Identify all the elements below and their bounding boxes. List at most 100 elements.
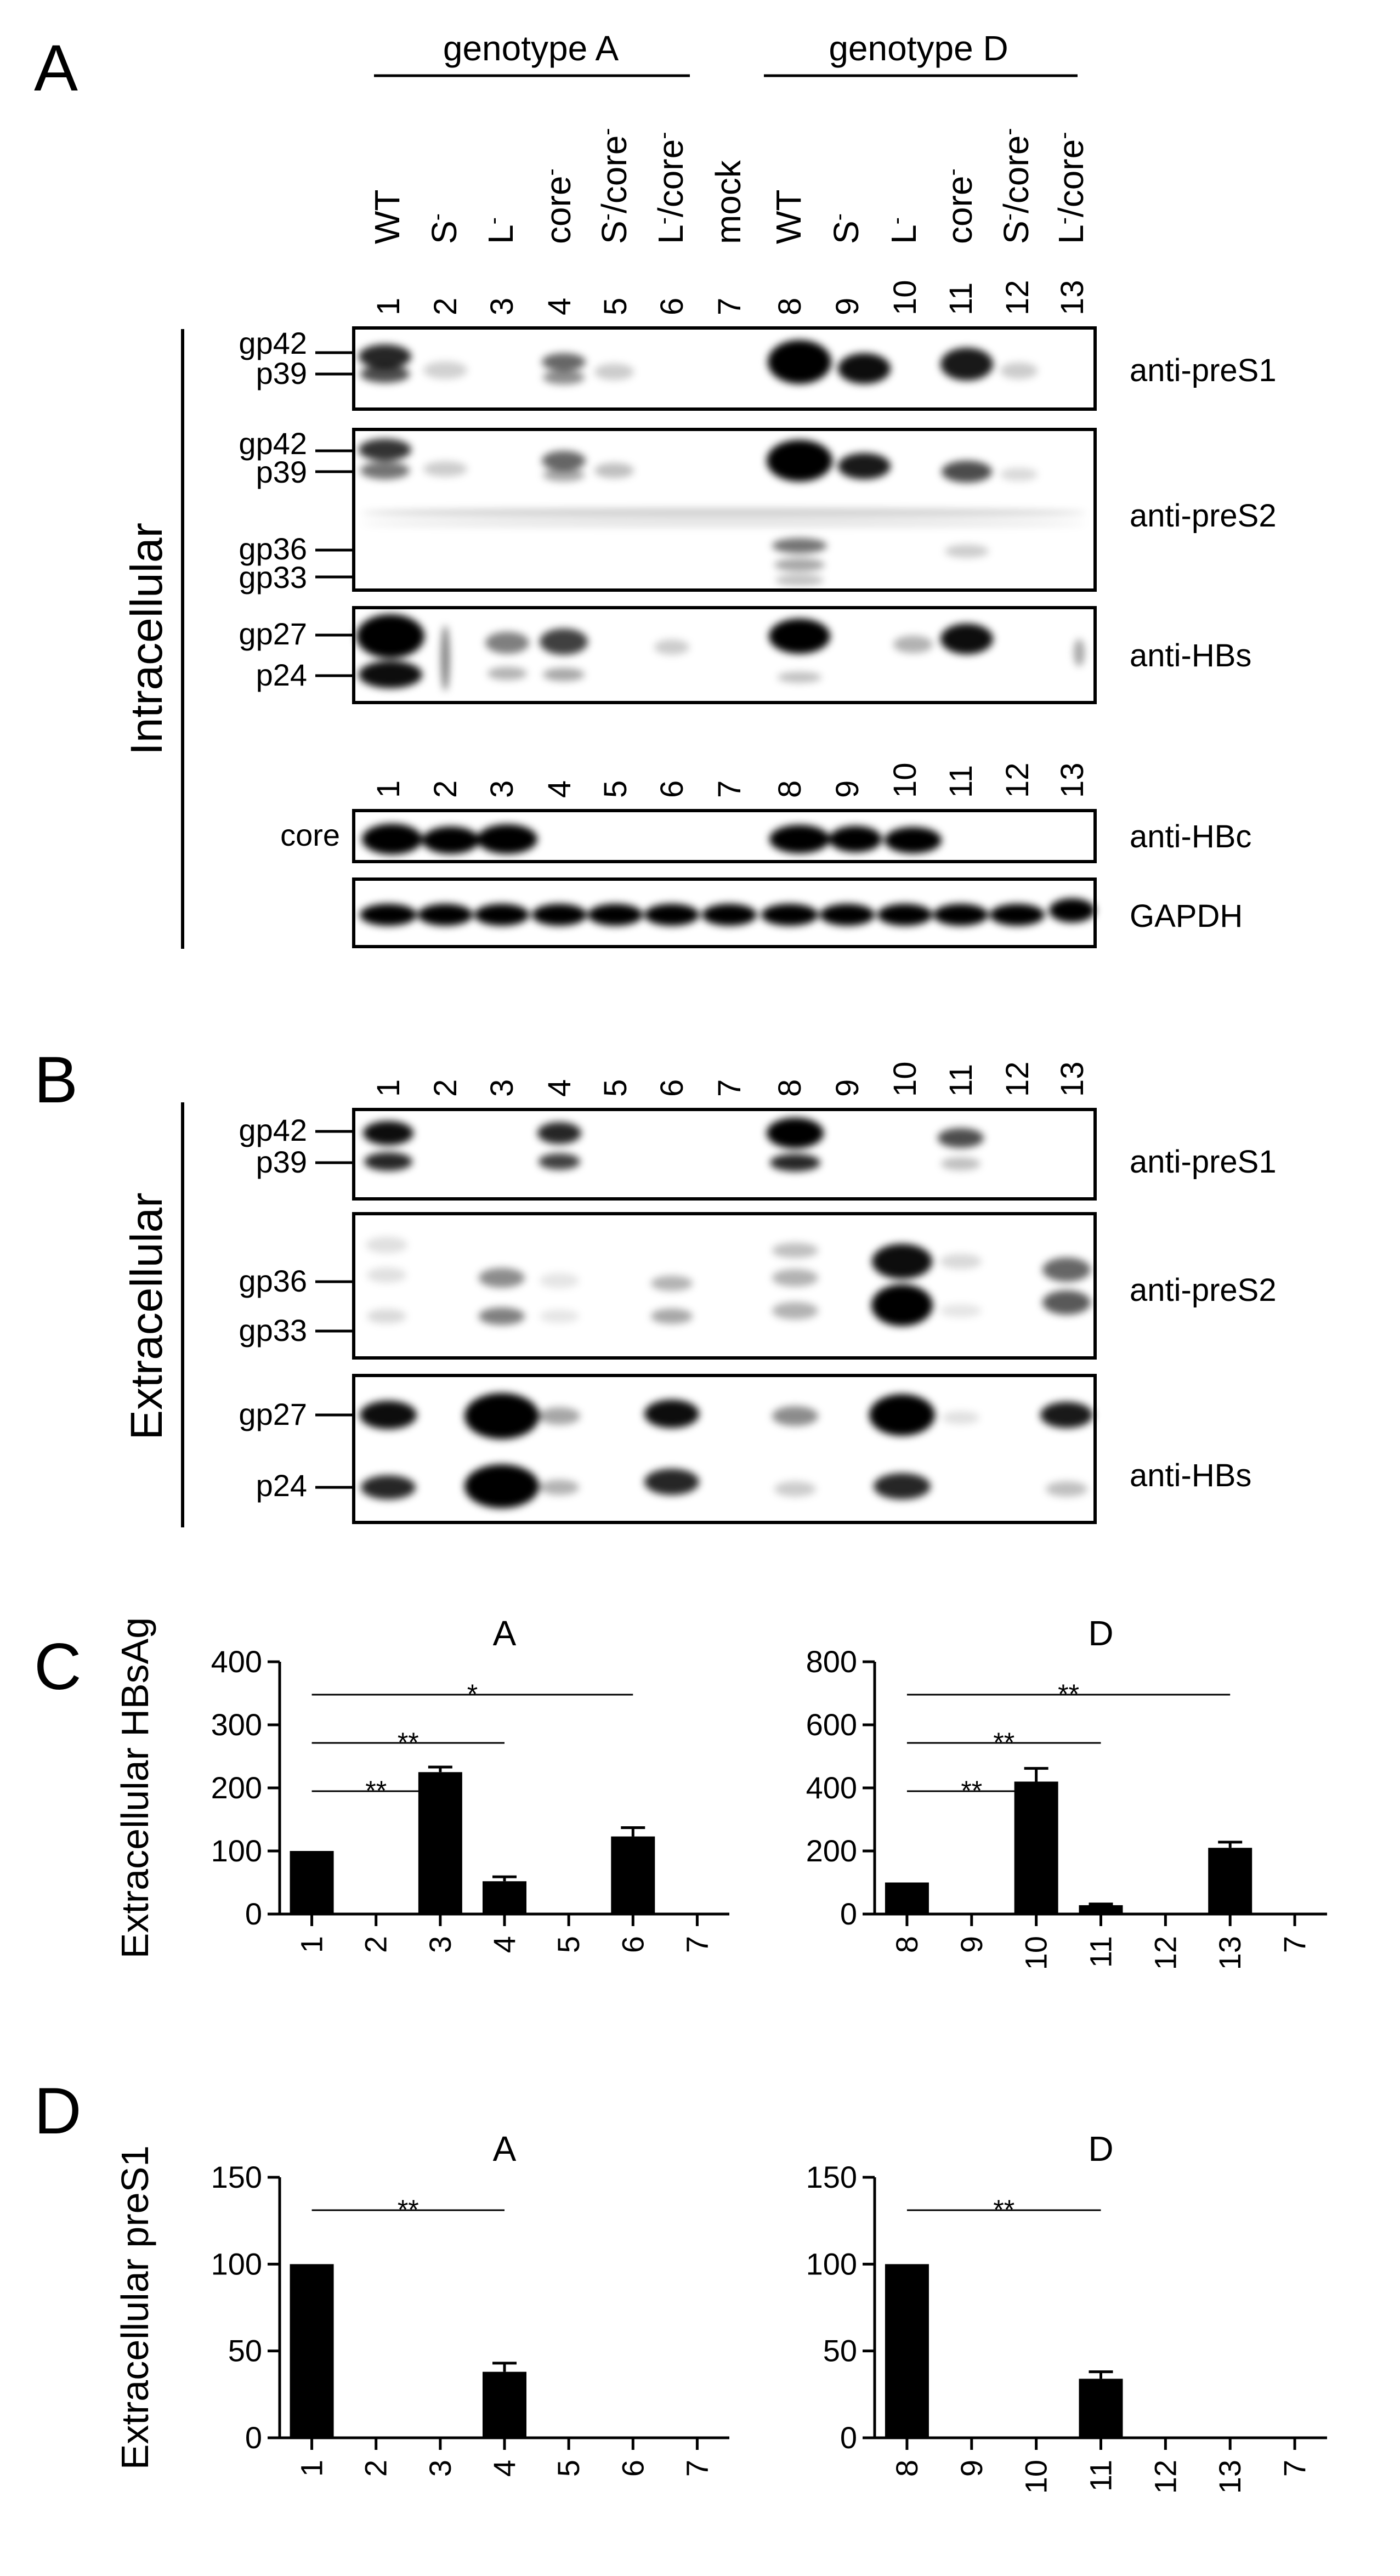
y-tick-label: 0 xyxy=(840,2420,857,2455)
bar xyxy=(1208,1848,1252,1914)
marker-label: gp42 xyxy=(239,426,307,461)
bar xyxy=(483,2371,526,2438)
panel-label-d: D xyxy=(34,2074,82,2148)
x-tick-label: 4 xyxy=(487,2460,522,2477)
lane-number: 7 xyxy=(712,1079,747,1097)
bar xyxy=(290,1851,334,1914)
x-tick-label: 10 xyxy=(1019,1936,1053,1970)
blot-bands xyxy=(359,439,1086,586)
y-tick-label: 300 xyxy=(211,1707,262,1742)
blot-a-pres2: gp42 p39 gp36 gp33 anti-preS2 xyxy=(239,426,1276,595)
x-tick-label: 2 xyxy=(359,1936,393,1953)
marker-label: gp33 xyxy=(239,1313,307,1348)
marker-label: gp27 xyxy=(239,1397,307,1431)
lane-number: 4 xyxy=(542,298,577,315)
lane-number: 1 xyxy=(371,1079,406,1097)
lane-number: 9 xyxy=(830,298,865,315)
lane-number: 6 xyxy=(654,780,690,798)
blot-b-pres1: gp42 p39 anti-preS1 xyxy=(239,1108,1277,1201)
y-tick-label: 100 xyxy=(211,1833,262,1868)
y-tick-label: 600 xyxy=(806,1707,857,1742)
lane-number: 11 xyxy=(943,765,979,798)
blot-b-pres2: gp36 gp33 anti-preS2 xyxy=(239,1212,1277,1360)
marker-label: p39 xyxy=(256,455,307,489)
marker-label: p24 xyxy=(256,1468,307,1503)
x-tick-label: 1 xyxy=(294,2460,329,2477)
x-tick-label: 7 xyxy=(679,2460,714,2477)
x-tick-label: 8 xyxy=(889,1936,924,1953)
lane-number: 9 xyxy=(830,1079,865,1097)
x-tick-label: 7 xyxy=(1277,2460,1312,2477)
lane-number: 5 xyxy=(598,1079,633,1097)
x-tick-label: 3 xyxy=(423,2460,457,2477)
lane-number: 12 xyxy=(1000,762,1035,798)
significance-label: * xyxy=(467,1679,478,1709)
x-tick-label: 11 xyxy=(1084,1936,1118,1968)
panel-label-b: B xyxy=(34,1043,78,1117)
lane-number: 7 xyxy=(712,298,747,315)
x-tick-label: 9 xyxy=(954,1936,989,1953)
y-tick-label: 400 xyxy=(211,1644,262,1679)
significance-label: ** xyxy=(993,1727,1014,1758)
lane-number: 13 xyxy=(1055,762,1090,798)
bar xyxy=(885,1882,929,1914)
bar xyxy=(1079,2379,1123,2438)
x-tick-label: 3 xyxy=(423,1936,457,1953)
blot-frame xyxy=(352,606,1097,704)
antibody-label: anti-HBs xyxy=(1130,638,1251,673)
antibody-label: GAPDH xyxy=(1130,898,1243,934)
construct-label: S-/core- xyxy=(996,128,1036,244)
x-tick-label: 12 xyxy=(1148,2460,1182,2494)
x-tick-label: 6 xyxy=(615,1936,650,1953)
construct-label: L- xyxy=(481,217,520,244)
chart-title: A xyxy=(493,2129,517,2169)
lane-number: 3 xyxy=(484,780,520,798)
construct-label: core- xyxy=(940,168,979,244)
marker-label: p24 xyxy=(256,658,307,692)
blot-bands xyxy=(359,340,1038,384)
y-tick-label: 200 xyxy=(806,1833,857,1868)
blot-a-hbs: gp27 p24 anti-HBs xyxy=(239,606,1251,704)
y-tick-label: 0 xyxy=(245,2420,262,2455)
genotype-d-header: genotype D xyxy=(829,29,1008,68)
marker-label: gp36 xyxy=(239,1264,307,1298)
construct-label: mock xyxy=(708,160,748,244)
marker-label: p39 xyxy=(256,356,307,390)
x-tick-label: 1 xyxy=(294,1936,329,1953)
blot-bands xyxy=(366,1237,1091,1326)
y-tick-label: 100 xyxy=(211,2246,262,2281)
marker-label: gp33 xyxy=(239,560,307,595)
lane-number: 2 xyxy=(428,1079,463,1097)
chart-d-genotype-a: A 0 50 100 150 Extracellular preS1 1 2 3 4 5 6 7 ** xyxy=(114,2129,729,2477)
marker-label: gp42 xyxy=(239,1113,307,1147)
lane-numbers-a-hbc: 1 2 3 4 5 6 7 8 9 10 11 12 13 xyxy=(371,762,1090,798)
marker-label: gp36 xyxy=(239,531,307,566)
construct-label: core- xyxy=(539,168,578,244)
antibody-label: anti-preS1 xyxy=(1130,353,1277,388)
genotype-a-header: genotype A xyxy=(443,29,619,68)
y-tick-label: 0 xyxy=(840,1896,857,1931)
antibody-label: anti-preS2 xyxy=(1130,1272,1277,1308)
x-tick-label: 2 xyxy=(359,2460,393,2477)
lane-number: 5 xyxy=(598,298,633,315)
marker-label: p39 xyxy=(256,1145,307,1179)
lane-number: 10 xyxy=(887,280,923,315)
blot-bands xyxy=(360,898,1095,926)
construct-label: L- xyxy=(884,217,923,244)
intracellular-label: Intracellular xyxy=(122,523,172,755)
x-tick-label: 13 xyxy=(1212,2460,1247,2494)
y-tick-label: 200 xyxy=(211,1770,262,1805)
significance-label: ** xyxy=(993,2194,1014,2225)
x-tick-label: 5 xyxy=(551,1936,586,1953)
y-axis-label: Extracellular preS1 xyxy=(114,2145,156,2470)
bar xyxy=(290,2264,334,2438)
significance-label: ** xyxy=(961,1775,982,1806)
blot-frame xyxy=(352,1212,1097,1360)
blot-a-hbc: core anti-HBc xyxy=(280,809,1251,863)
lane-number: 8 xyxy=(772,780,808,798)
bar xyxy=(1079,1905,1123,1914)
blot-b-hbs: gp27 p24 anti-HBs xyxy=(239,1374,1251,1524)
chart-title: D xyxy=(1088,1613,1113,1653)
chart-c-genotype-d: D 0 200 400 600 800 8 9 10 11 12 13 7 ** ** ** xyxy=(806,1613,1327,1970)
